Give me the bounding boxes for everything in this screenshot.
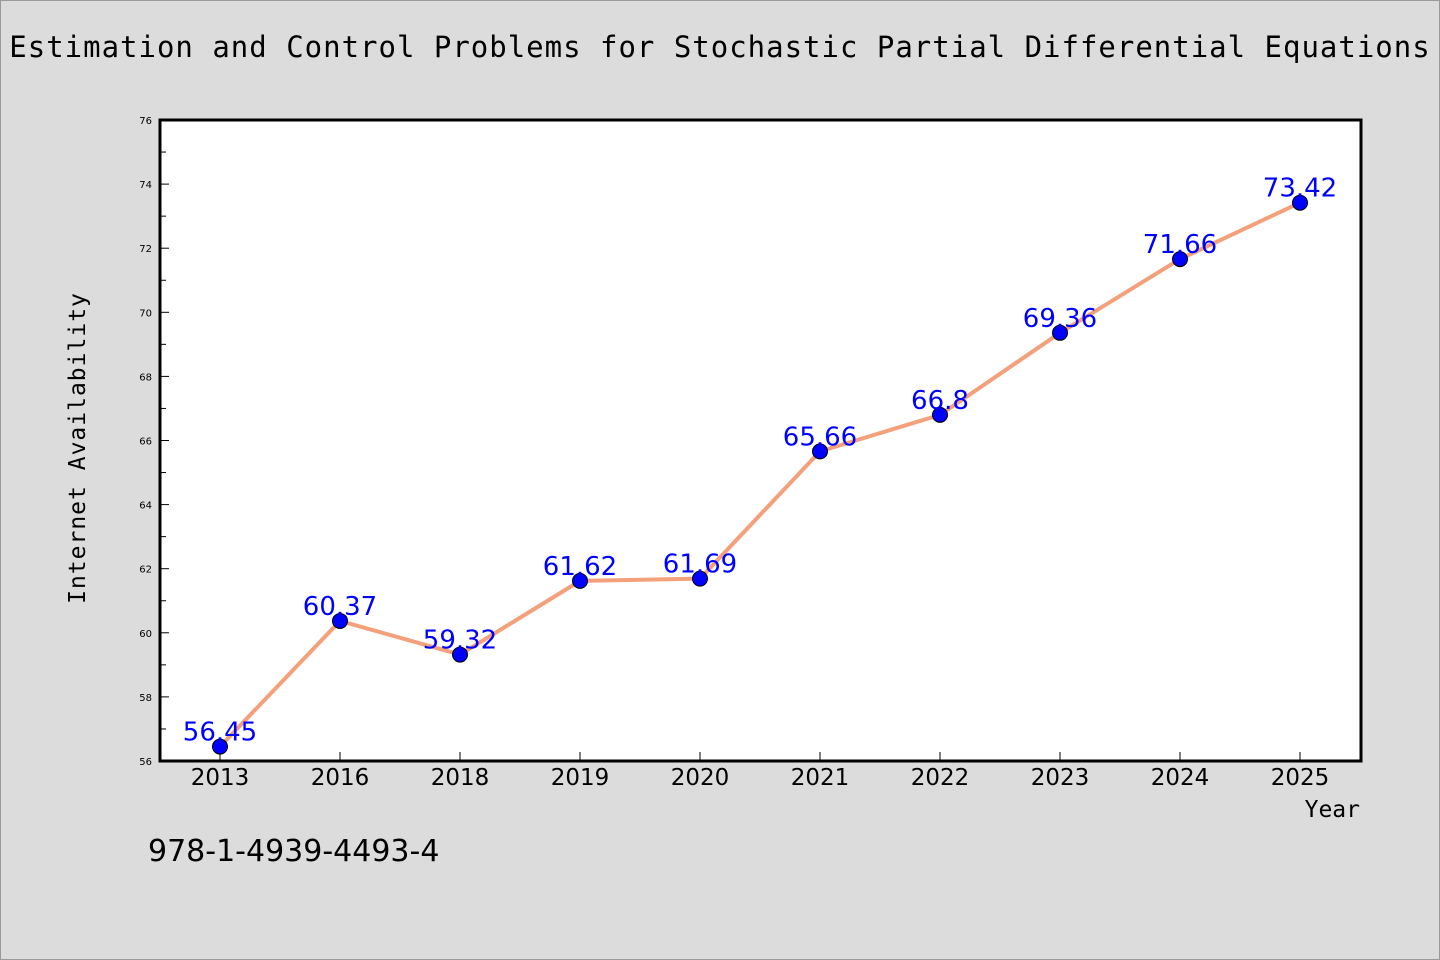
x-tick-label: 2018 <box>431 765 490 791</box>
x-tick-label: 2024 <box>1151 765 1210 791</box>
data-point-marker <box>212 738 228 755</box>
data-label: 69.36 <box>1023 304 1097 334</box>
data-point-marker <box>1292 194 1308 211</box>
y-tick-label: 60 <box>139 629 152 640</box>
plot-background <box>160 120 1361 761</box>
data-point-marker <box>332 612 348 629</box>
chart-title: Estimation and Control Problems for Stoc… <box>9 30 1431 64</box>
data-point-marker <box>692 570 708 587</box>
data-point-marker <box>932 406 948 423</box>
data-point-marker <box>1172 251 1188 268</box>
isbn-annotation: 978-1-4939-4493-4 <box>148 834 440 869</box>
x-tick-label: 2020 <box>671 765 730 791</box>
y-tick-label: 68 <box>139 372 152 383</box>
data-label: 61.69 <box>663 550 737 580</box>
x-tick-label: 2023 <box>1031 765 1090 791</box>
y-tick-label: 62 <box>139 565 152 576</box>
plot-border <box>158 118 1363 763</box>
x-tick-label: 2022 <box>911 765 970 791</box>
x-axis-ticks: 2013 2016 2018 2019 2020 2021 2022 2023 2024 2025 <box>191 752 1330 791</box>
y-tick-label: 70 <box>139 308 152 319</box>
y-tick-label: 72 <box>139 244 152 255</box>
x-tick-label: 2021 <box>791 765 850 791</box>
data-label: 73.42 <box>1263 174 1337 204</box>
y-tick-label: 66 <box>139 437 152 448</box>
data-label: 59.32 <box>423 626 497 656</box>
data-label: 65.66 <box>783 422 857 452</box>
data-label: 56.45 <box>183 718 257 748</box>
data-point-marker <box>452 646 468 663</box>
x-tick-label: 2016 <box>311 765 370 791</box>
series-line <box>218 200 1302 749</box>
x-tick-label: 2019 <box>551 765 610 791</box>
data-label: 71.66 <box>1143 230 1217 260</box>
series-layer: 56.45 60.37 59.32 61.62 61.69 65.66 66.8 69.36 7… <box>183 174 1337 755</box>
y-tick-label: 58 <box>139 693 152 704</box>
data-label: 66.8 <box>911 386 969 416</box>
data-point-marker <box>1052 324 1068 341</box>
y-tick-label: 56 <box>139 757 152 768</box>
data-point-marker <box>812 443 828 460</box>
y-tick-label: 74 <box>139 180 152 191</box>
data-label: 60.37 <box>303 592 377 622</box>
data-label: 61.62 <box>543 552 617 582</box>
x-axis-label: Year <box>1304 797 1360 823</box>
y-tick-label: 64 <box>139 501 152 512</box>
data-point-marker <box>572 572 588 589</box>
x-tick-label: 2013 <box>191 765 250 791</box>
x-tick-label: 2025 <box>1271 765 1330 791</box>
y-tick-label: 76 <box>139 116 152 127</box>
